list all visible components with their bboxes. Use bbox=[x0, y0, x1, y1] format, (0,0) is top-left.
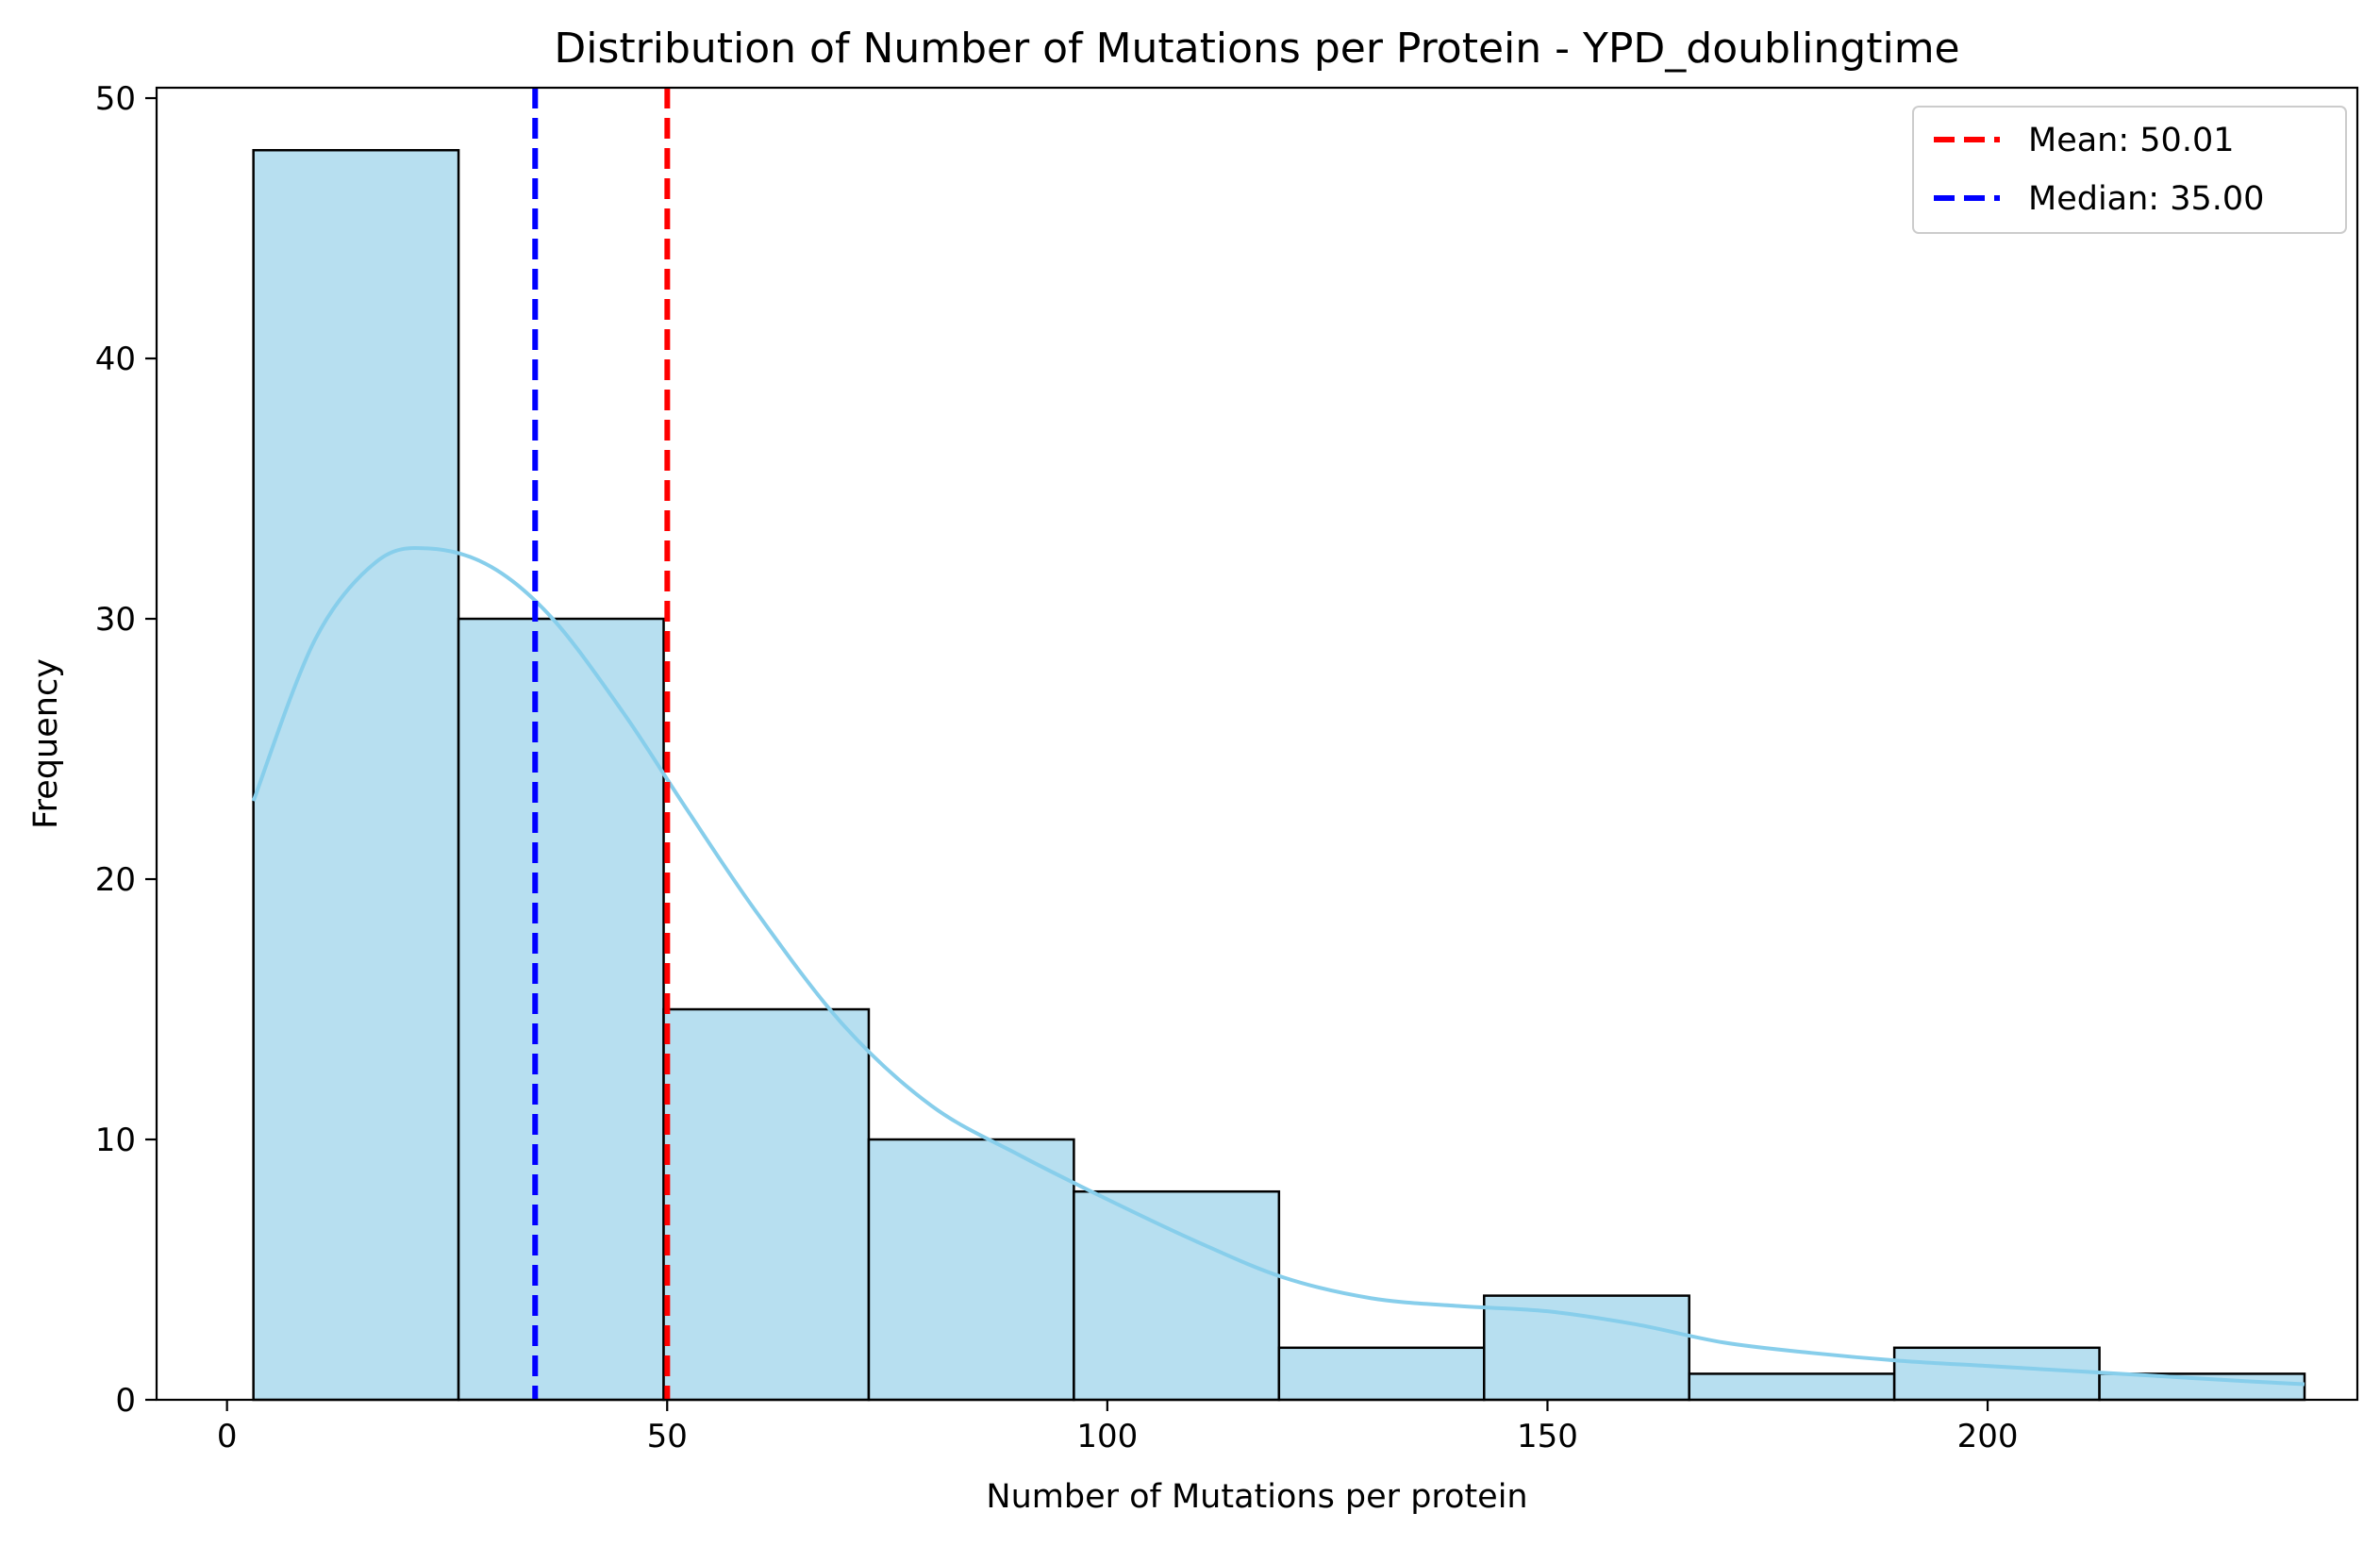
y-axis-label: Frequency bbox=[27, 658, 65, 829]
chart-title: Distribution of Number of Mutations per … bbox=[554, 25, 1959, 73]
x-axis-label: Number of Mutations per protein bbox=[986, 1478, 1527, 1516]
x-tick-label: 200 bbox=[1957, 1418, 2019, 1455]
x-axis-ticks: 0 50 100 150 200 bbox=[217, 1400, 2019, 1455]
legend-box bbox=[1912, 106, 2347, 234]
histogram-bar bbox=[1483, 1294, 1690, 1402]
y-tick-label: 30 bbox=[95, 601, 136, 639]
plot-frame bbox=[155, 86, 2359, 1402]
y-tick-label: 50 bbox=[95, 80, 136, 118]
x-tick-label: 50 bbox=[647, 1418, 688, 1455]
x-tick-label: 100 bbox=[1076, 1418, 1138, 1455]
y-tick-label: 10 bbox=[95, 1122, 136, 1159]
histogram-bar bbox=[1892, 1346, 2101, 1402]
histogram-bar bbox=[1277, 1346, 1486, 1402]
kde-curve bbox=[251, 546, 2305, 1387]
x-tick-label: 0 bbox=[217, 1418, 238, 1455]
x-tick-label: 150 bbox=[1517, 1418, 1578, 1455]
y-axis-ticks: 0 10 20 30 40 50 bbox=[95, 80, 157, 1420]
legend: Mean: 50.01 Median: 35.00 bbox=[1912, 106, 2347, 234]
y-tick-label: 20 bbox=[95, 861, 136, 899]
y-tick-label: 40 bbox=[95, 341, 136, 378]
legend-label: Median: 35.00 bbox=[2028, 180, 2264, 218]
histogram-bar bbox=[1688, 1372, 1896, 1402]
histogram-bar bbox=[662, 1007, 871, 1402]
histogram-bar bbox=[457, 617, 665, 1402]
histogram-bar bbox=[867, 1138, 1075, 1402]
bars-layer bbox=[252, 148, 2306, 1402]
kde-layer bbox=[251, 546, 2305, 1387]
legend-label: Mean: 50.01 bbox=[2028, 122, 2234, 159]
histogram-bar bbox=[252, 148, 460, 1402]
y-tick-label: 0 bbox=[115, 1382, 136, 1420]
reference-lines-layer bbox=[532, 88, 671, 1400]
histogram-bar bbox=[1073, 1189, 1281, 1402]
